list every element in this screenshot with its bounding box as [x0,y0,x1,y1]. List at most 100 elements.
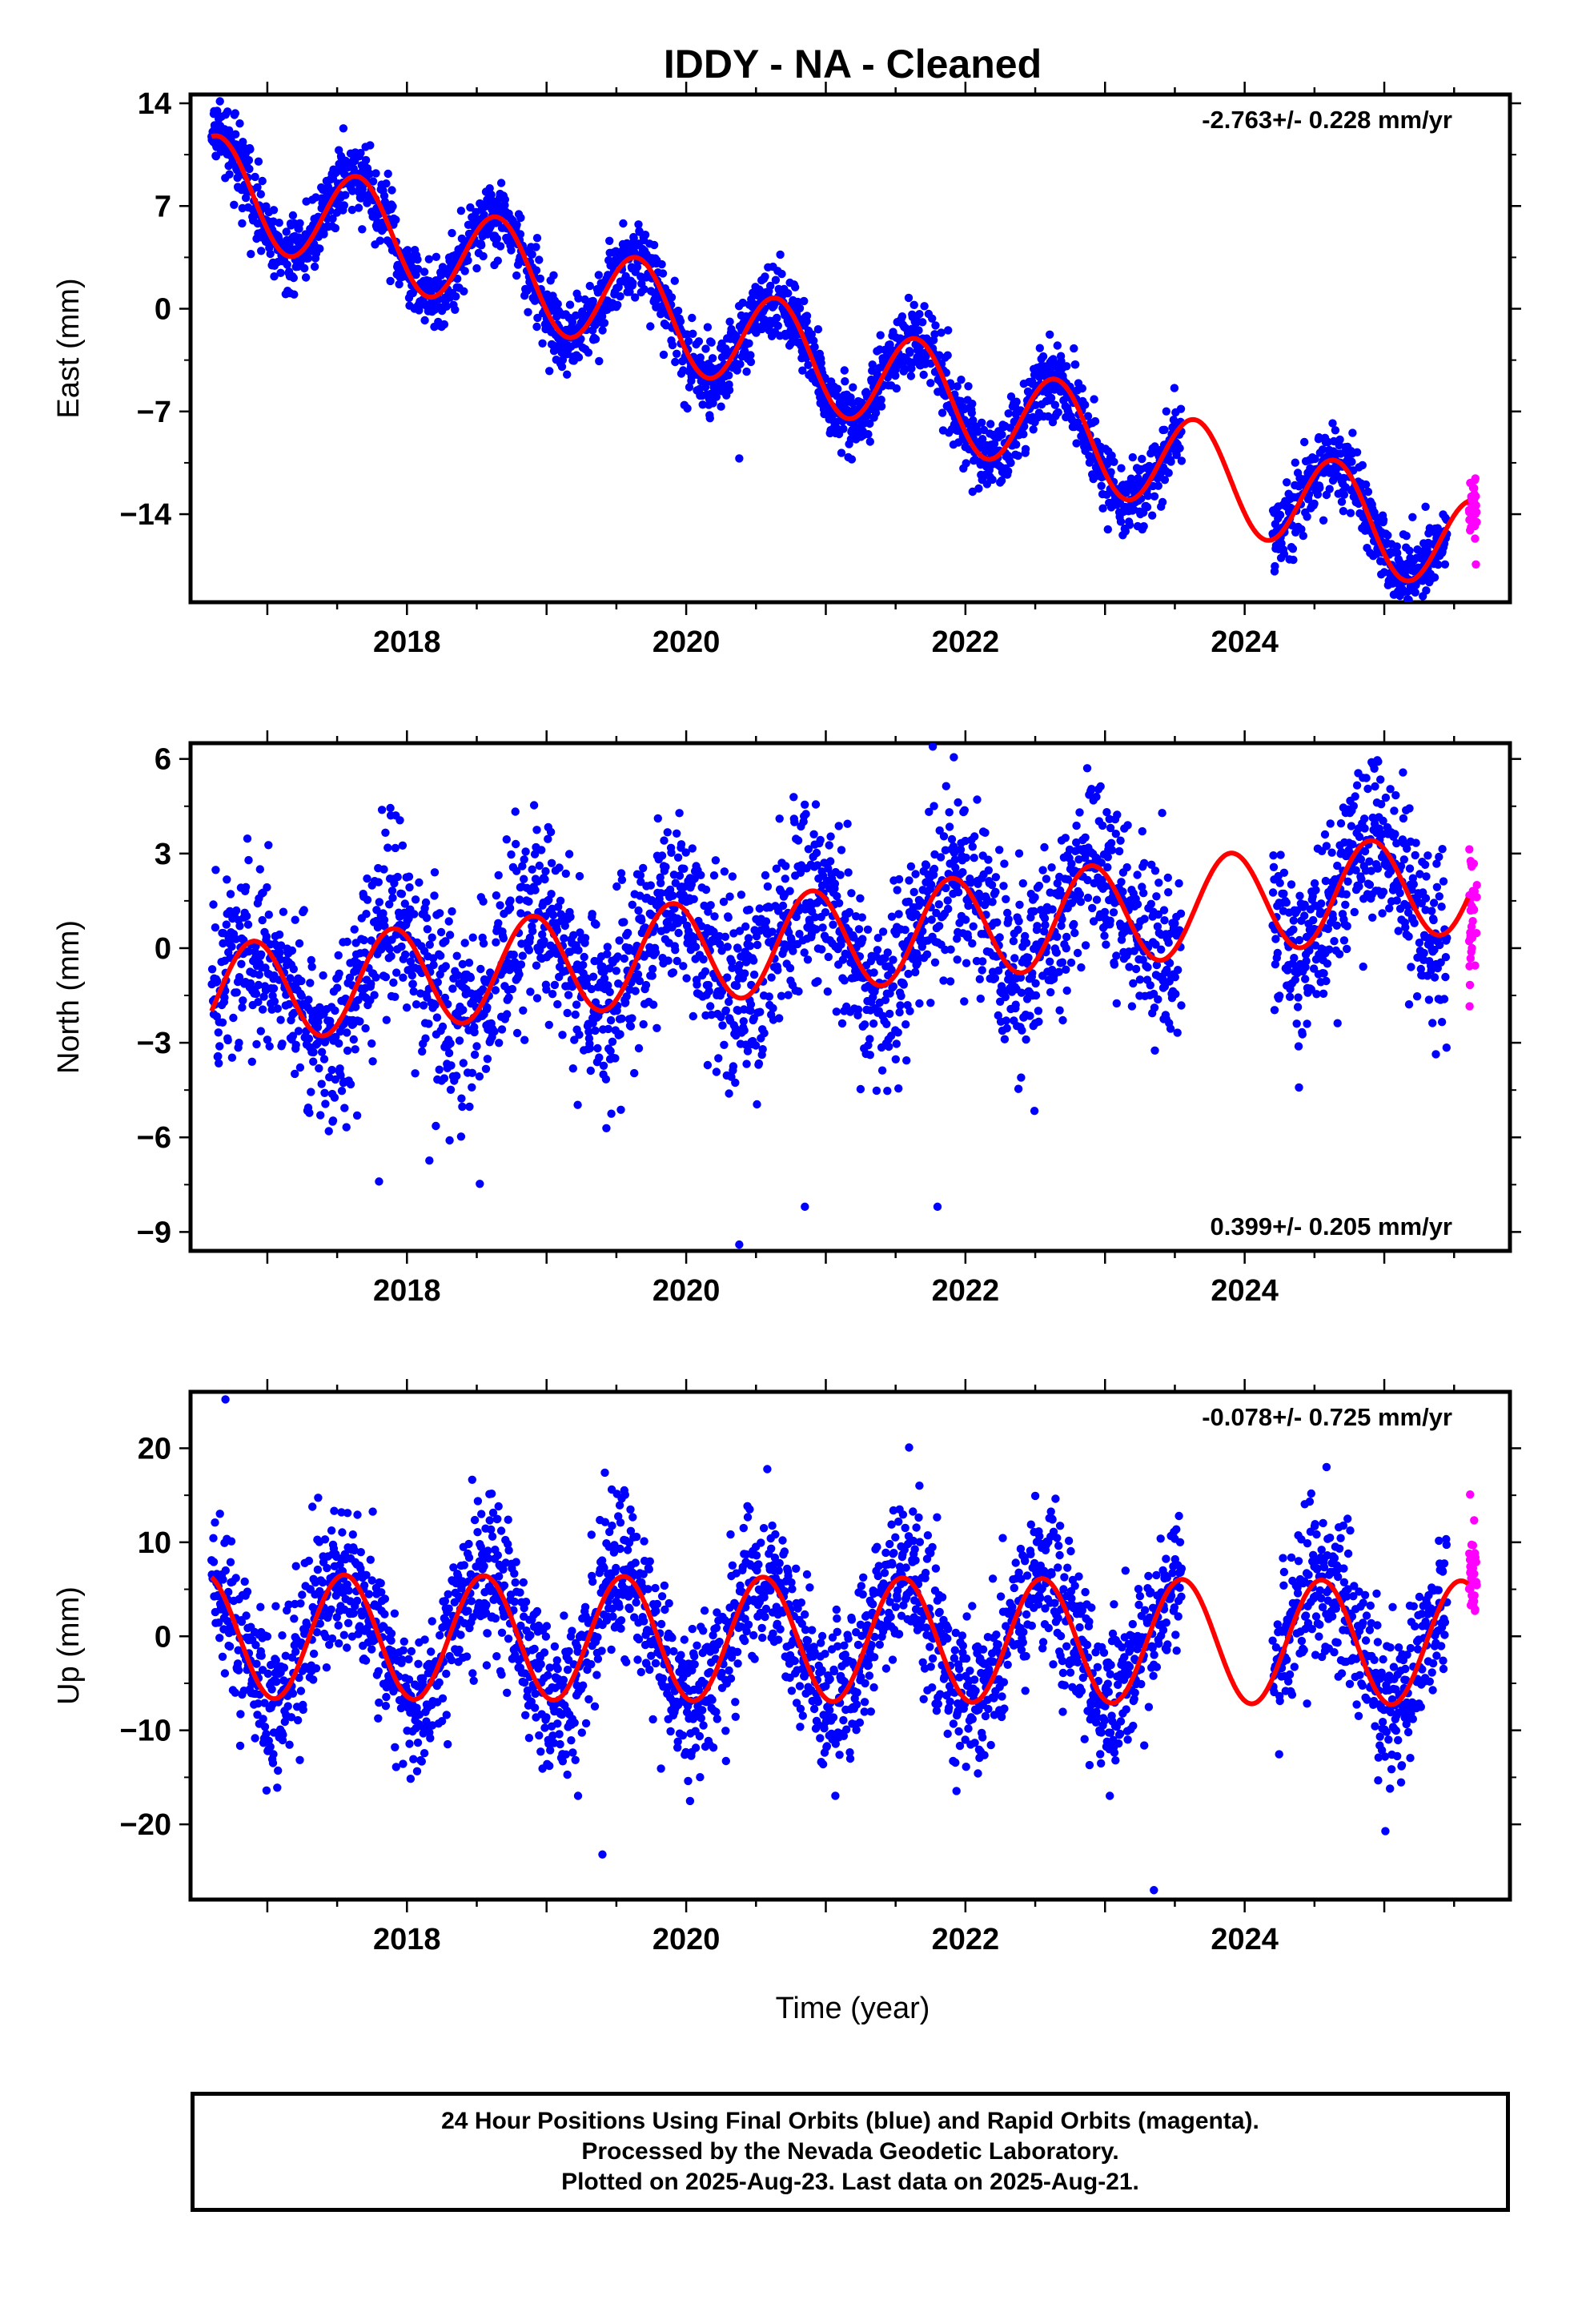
final-orbit-point [671,946,680,955]
final-orbit-point [1004,467,1013,476]
final-orbit-point [511,807,520,816]
final-orbit-point [865,419,874,428]
final-orbit-point [1002,1023,1011,1033]
final-orbit-point [877,1066,887,1075]
final-orbit-point [291,915,299,924]
final-orbit-point [465,1102,474,1112]
final-orbit-point [411,1069,420,1078]
final-orbit-point [499,934,508,943]
final-orbit-point [225,170,234,179]
final-orbit-point [856,1084,865,1094]
final-orbit-point [869,1019,878,1028]
final-orbit-point [574,353,584,362]
final-orbit-point [834,899,844,908]
final-orbit-point [584,348,593,357]
final-orbit-point [778,901,788,911]
final-orbit-point [664,956,673,965]
final-orbit-point [830,879,840,888]
final-orbit-point [1126,474,1136,483]
final-orbit-point [1158,497,1167,507]
final-orbit-point [1166,1024,1175,1033]
final-orbit-point [1166,457,1175,466]
final-orbit-point [904,293,913,303]
final-orbit-point [969,922,978,931]
final-orbit-point [746,1000,756,1009]
final-orbit-point [709,399,717,408]
final-orbit-point [220,993,229,1002]
final-orbit-point [1019,430,1028,439]
final-orbit-point [711,856,721,865]
final-orbit-point [540,875,549,884]
final-orbit-point [563,370,572,379]
final-orbit-point [1039,927,1049,936]
final-orbit-point [317,1080,326,1088]
final-orbit-point [530,850,540,858]
final-orbit-point [295,1063,305,1072]
final-orbit-point [580,934,590,943]
final-orbit-point [657,259,666,269]
final-orbit-point [766,281,775,291]
final-orbit-point [628,900,636,910]
final-orbit-point [1315,432,1323,442]
final-orbit-point [288,1031,298,1040]
final-orbit-point [572,1000,581,1009]
final-orbit-point [1092,895,1102,904]
final-orbit-point [633,970,643,979]
final-orbit-point [459,1006,468,1015]
final-orbit-point [673,306,683,316]
final-orbit-point [1067,859,1076,868]
final-orbit-point [834,822,843,830]
final-orbit-point [1073,948,1082,958]
final-orbit-point [1352,448,1362,456]
final-orbit-point [496,901,504,910]
final-orbit-point [418,1047,427,1056]
final-orbit-point [1175,444,1184,452]
final-orbit-point [605,987,614,997]
final-orbit-point [516,213,525,223]
final-orbit-point [914,326,923,335]
final-orbit-point [232,988,241,997]
final-orbit-point [673,956,681,966]
final-orbit-point [413,255,422,264]
final-orbit-point [699,955,708,964]
final-orbit-point [1127,1002,1137,1011]
final-orbit-point [223,107,232,116]
final-orbit-point [456,1132,466,1141]
final-orbit-point [1030,893,1039,902]
final-orbit-point [328,214,337,223]
final-orbit-point [452,292,460,301]
final-orbit-point [1011,1000,1020,1009]
final-orbit-point [275,948,284,957]
final-orbit-point [1062,944,1071,953]
final-orbit-point [1152,892,1161,901]
final-orbit-point [826,832,835,841]
final-orbit-point [588,910,596,919]
final-orbit-point [1042,875,1051,883]
final-orbit-point [1058,1015,1067,1025]
final-orbit-point [669,968,678,977]
y-tick-label: −14 [120,498,171,532]
final-orbit-point [1002,895,1010,904]
final-orbit-point [1061,834,1070,842]
final-orbit-point [343,937,351,947]
final-orbit-point [675,871,685,880]
final-orbit-point [568,317,577,327]
final-orbit-point [781,875,789,883]
final-orbit-point [841,377,849,386]
final-orbit-point [772,864,781,873]
final-orbit-point [786,339,796,348]
final-orbit-point [790,818,799,826]
final-orbit-point [1303,513,1311,521]
final-orbit-point [412,1000,421,1009]
final-orbit-point [335,969,343,979]
final-orbit-point [269,984,279,993]
final-orbit-point [354,203,363,212]
final-orbit-point [591,335,600,344]
final-orbit-point [651,948,661,957]
final-orbit-point [1098,504,1107,513]
x-tick-label: 2024 [1211,625,1279,659]
final-orbit-point [406,957,416,966]
final-orbit-point [276,1015,285,1024]
final-orbit-point [626,1022,636,1031]
final-orbit-point [1021,931,1030,941]
